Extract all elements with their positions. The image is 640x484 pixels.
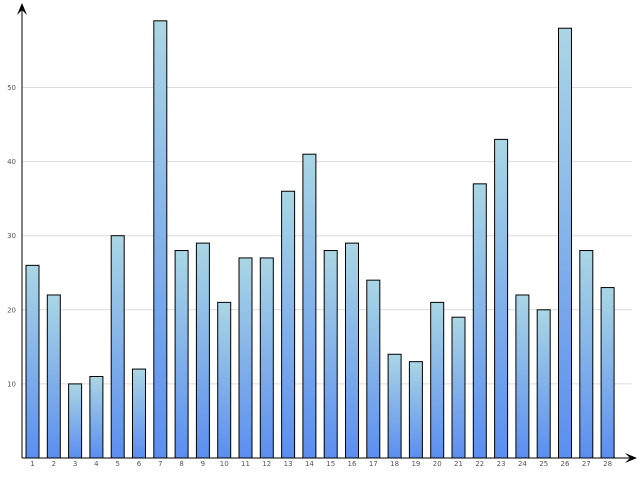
- x-tick-label: 5: [115, 460, 119, 468]
- bar-26: [558, 27, 572, 459]
- x-tick-label: 9: [201, 460, 205, 468]
- x-tick-label: 22: [475, 460, 484, 468]
- bar-27: [579, 250, 594, 459]
- bar-16: [345, 242, 359, 459]
- bar-8: [174, 250, 189, 459]
- bar-11: [238, 257, 253, 459]
- x-tick-label: 2: [52, 460, 56, 468]
- x-tick-label: 11: [241, 460, 250, 468]
- axes: [17, 3, 637, 463]
- bar-22: [472, 183, 487, 459]
- y-tick-label: 30: [7, 232, 16, 240]
- bar-19: [408, 361, 423, 459]
- x-tick-label: 1: [30, 460, 34, 468]
- bar-6: [132, 368, 146, 459]
- x-tick-label: 28: [603, 460, 612, 468]
- bar-15: [323, 250, 338, 459]
- y-tick-label: 20: [7, 306, 16, 314]
- bar-24: [515, 294, 530, 459]
- y-axis-arrow-icon: [17, 3, 27, 15]
- x-tick-label: 12: [262, 460, 271, 468]
- bar-18: [387, 353, 402, 459]
- bar-10: [217, 301, 232, 459]
- x-tick-label: 10: [220, 460, 229, 468]
- bar-9: [195, 242, 210, 459]
- y-tick-label: 50: [7, 84, 16, 92]
- x-tick-label: 23: [497, 460, 506, 468]
- bar-20: [430, 301, 445, 459]
- bar-13: [281, 190, 296, 459]
- bars: [25, 20, 615, 459]
- x-axis-arrow-icon: [625, 453, 637, 463]
- x-tick-label: 26: [561, 460, 570, 468]
- x-tick-label: 7: [158, 460, 162, 468]
- bar-2: [46, 294, 61, 459]
- x-tick-label: 25: [539, 460, 548, 468]
- bar-4: [89, 375, 104, 459]
- bar-14: [302, 153, 317, 459]
- x-tick-label: 13: [284, 460, 293, 468]
- y-tick-label: 10: [7, 380, 16, 388]
- x-tick-label: 15: [326, 460, 335, 468]
- x-tick-label: 19: [411, 460, 420, 468]
- x-tick-label: 8: [179, 460, 183, 468]
- bar-23: [494, 138, 509, 459]
- y-tick-label: 40: [7, 158, 16, 166]
- bar-1: [25, 264, 40, 459]
- bar-21: [451, 316, 466, 459]
- x-tick-label: 4: [94, 460, 99, 468]
- x-tick-label: 18: [390, 460, 399, 468]
- x-tick-label: 20: [433, 460, 442, 468]
- x-tick-label: 6: [137, 460, 142, 468]
- x-tick-labels: 1 2 3 4 5 6 7 8 9 10 11 12 13 14 15 16 17 18 19 20 21 22 23 24 2…: [30, 460, 612, 468]
- y-tick-labels: 10 20 30 40 50: [7, 84, 16, 388]
- bar-7: [153, 20, 168, 459]
- bar-28: [600, 287, 615, 459]
- x-tick-label: 14: [305, 460, 314, 468]
- x-tick-label: 27: [582, 460, 591, 468]
- bar-5: [110, 235, 125, 459]
- bar-12: [259, 257, 274, 459]
- x-tick-label: 16: [348, 460, 357, 468]
- x-tick-label: 17: [369, 460, 378, 468]
- x-tick-label: 21: [454, 460, 463, 468]
- bar-25: [536, 309, 551, 459]
- x-tick-label: 3: [73, 460, 77, 468]
- bar-17: [366, 279, 381, 459]
- x-tick-label: 24: [518, 460, 527, 468]
- bar-3: [68, 383, 83, 459]
